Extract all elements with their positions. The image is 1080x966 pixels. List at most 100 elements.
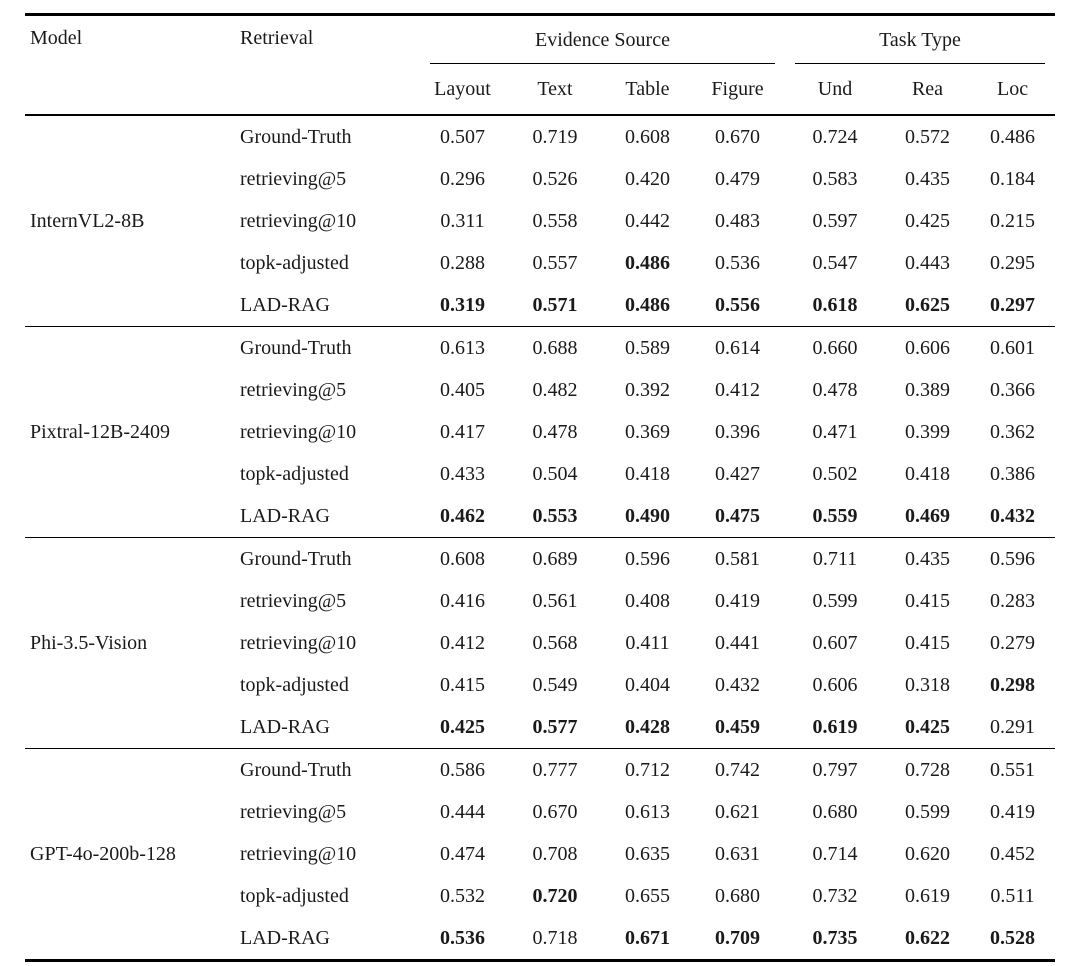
retrieval-method-cell: retrieving@10 [240,209,357,232]
metric-value-cell: 0.797 [812,758,858,781]
column-group-task-type: Task Type [785,16,1055,64]
metric-value-cell: 0.469 [905,504,951,527]
metric-value-cell: 0.504 [532,462,578,485]
metric-value-cell: 0.718 [532,926,578,949]
metric-value-cell: 0.486 [625,251,670,274]
table-row: retrieving@10 0.311 0.558 0.442 0.483 0.597 0.… [25,200,1055,242]
retrieval-method-cell: LAD-RAG [240,504,330,527]
table-row: topk-adjusted 0.288 0.557 0.486 0.536 0.547 0.… [25,242,1055,284]
task-type-rule [795,63,1046,64]
metric-value-cell: 0.712 [625,758,670,781]
metric-value-cell: 0.502 [812,462,858,485]
metric-value-cell: 0.432 [715,673,760,696]
metric-value-cell: 0.482 [532,378,578,401]
metric-value-cell: 0.419 [715,589,760,612]
metric-value-cell: 0.507 [440,125,485,148]
metric-value-cell: 0.459 [715,715,760,738]
column-header-model: Model [25,16,235,116]
table-row: retrieving@10 0.412 0.568 0.411 0.441 0.607 0.… [25,622,1055,664]
metric-value-cell: 0.711 [812,547,858,570]
metric-value-cell: 0.416 [440,589,485,612]
metric-value-cell: 0.442 [625,209,670,232]
retrieval-method-cell: LAD-RAG [240,715,330,738]
metric-value-cell: 0.606 [812,673,858,696]
metric-value-cell: 0.709 [715,926,760,949]
column-group-evidence-source: Evidence Source [420,16,785,64]
metric-value-cell: 0.486 [625,293,670,316]
metric-value-cell: 0.689 [532,547,578,570]
model-group: Pixtral-12B-2409 Ground-Truth 0.613 0.688 0.… [25,326,1056,538]
metric-value-cell: 0.435 [905,547,951,570]
retrieval-method-cell: retrieving@5 [240,167,347,190]
metric-value-cell: 0.291 [990,715,1036,738]
retrieval-method-cell: topk-adjusted [240,884,349,907]
metric-value-cell: 0.670 [532,800,578,823]
metric-value-cell: 0.608 [625,125,670,148]
metric-value-cell: 0.415 [440,673,485,696]
table-row: topk-adjusted 0.532 0.720 0.655 0.680 0.732 0.… [25,875,1055,917]
table-row: retrieving@5 0.416 0.561 0.408 0.419 0.599 0.4… [25,580,1055,622]
retrieval-method-cell: Ground-Truth [240,336,352,359]
metric-value-cell: 0.411 [625,631,670,654]
metric-value-cell: 0.688 [532,336,578,359]
metric-value-cell: 0.596 [990,547,1036,570]
header-row-groups: Model Retrieval Evidence Source Task Typ… [25,16,1055,116]
metric-value-cell: 0.621 [715,800,760,823]
metric-value-cell: 0.599 [905,800,951,823]
evidence-source-label: Evidence Source [535,28,670,51]
metric-value-cell: 0.366 [990,378,1036,401]
metric-value-cell: 0.478 [812,378,858,401]
metric-value-cell: 0.298 [990,673,1036,696]
metric-value-cell: 0.735 [812,926,858,949]
metric-value-cell: 0.606 [905,336,951,359]
metric-value-cell: 0.471 [812,420,858,443]
metric-value-cell: 0.608 [440,547,485,570]
column-header-loc: Loc [970,64,1056,116]
metric-value-cell: 0.680 [715,884,760,907]
model-group: InternVL2-8B Ground-Truth 0.507 0.719 0.608 0… [25,115,1055,327]
metric-value-cell: 0.296 [440,167,485,190]
retrieval-method-cell: retrieving@5 [240,589,347,612]
metric-value-cell: 0.613 [440,336,485,359]
metric-value-cell: 0.369 [625,420,670,443]
metric-value-cell: 0.425 [440,715,485,738]
retrieval-method-cell: LAD-RAG [240,926,330,949]
metric-value-cell: 0.396 [715,420,760,443]
model-name-cell: InternVL2-8B [30,209,145,232]
metric-value-cell: 0.559 [812,504,858,527]
metric-value-cell: 0.486 [990,125,1036,148]
metric-value-cell: 0.599 [812,589,858,612]
metric-value-cell: 0.547 [812,251,858,274]
table-row: GPT-4o-200b-128 Ground-Truth 0.586 0.777 0.7… [25,749,1055,865]
metric-value-cell: 0.536 [440,926,485,949]
metric-value-cell: 0.475 [715,504,760,527]
metric-value-cell: 0.404 [625,673,670,696]
metric-value-cell: 0.680 [812,800,858,823]
metric-value-cell: 0.572 [905,125,951,148]
metric-value-cell: 0.619 [905,884,951,907]
metric-value-cell: 0.511 [990,884,1035,907]
metric-value-cell: 0.418 [625,462,670,485]
retrieval-method-cell: topk-adjusted [240,673,349,696]
table-row: retrieving@10 0.417 0.478 0.369 0.396 0.471 0.… [25,411,1055,453]
metric-value-cell: 0.425 [905,209,951,232]
metric-value-cell: 0.583 [812,167,858,190]
column-header-rea: Rea [885,64,971,116]
metric-value-cell: 0.526 [532,167,578,190]
table-row: topk-adjusted 0.433 0.504 0.418 0.427 0.502 0.… [25,453,1055,495]
metric-value-cell: 0.635 [625,842,670,865]
retrieval-method-cell: Ground-Truth [240,125,352,148]
metric-value-cell: 0.432 [990,504,1036,527]
table-row: LAD-RAG 0.425 0.577 0.428 0.459 0.619 0.425 0.2… [25,706,1055,749]
metric-value-cell: 0.386 [990,462,1036,485]
metric-value-cell: 0.435 [905,167,951,190]
metric-value-cell: 0.392 [625,378,670,401]
metric-value-cell: 0.415 [905,589,951,612]
metric-value-cell: 0.452 [990,842,1036,865]
metric-value-cell: 0.556 [715,293,760,316]
metric-value-cell: 0.405 [440,378,485,401]
metric-value-cell: 0.558 [532,209,578,232]
table-row: InternVL2-8B Ground-Truth 0.507 0.719 0.608 0… [25,115,1055,232]
metric-value-cell: 0.625 [905,293,951,316]
metric-value-cell: 0.419 [990,800,1036,823]
